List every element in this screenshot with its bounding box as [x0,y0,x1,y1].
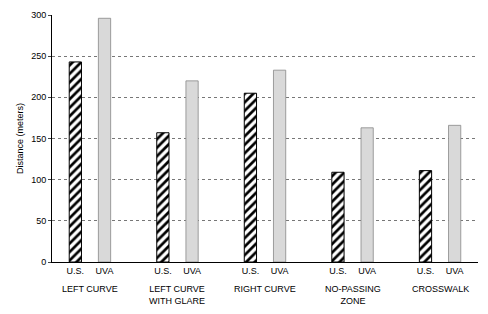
svg-text:NO-PASSINGZONE: NO-PASSINGZONE [325,284,381,306]
svg-text:U.S.: U.S. [67,266,85,276]
svg-text:Distance (meters): Distance (meters) [15,103,25,174]
svg-text:200: 200 [31,92,46,102]
svg-text:RIGHT CURVE: RIGHT CURVE [234,284,296,294]
svg-text:LEFT CURVEWITH GLARE: LEFT CURVEWITH GLARE [149,284,205,306]
svg-text:UVA: UVA [183,266,201,276]
svg-text:UVA: UVA [358,266,376,276]
svg-text:UVA: UVA [96,266,114,276]
svg-text:U.S.: U.S. [154,266,172,276]
svg-text:100: 100 [31,175,46,185]
svg-text:300: 300 [31,10,46,20]
svg-text:50: 50 [36,216,46,226]
svg-text:250: 250 [31,51,46,61]
svg-text:UVA: UVA [446,266,464,276]
svg-text:U.S.: U.S. [242,266,260,276]
svg-text:0: 0 [41,257,46,267]
svg-text:U.S.: U.S. [417,266,435,276]
svg-text:CROSSWALK: CROSSWALK [412,284,469,294]
svg-text:UVA: UVA [271,266,289,276]
svg-text:150: 150 [31,134,46,144]
svg-text:U.S.: U.S. [329,266,347,276]
svg-text:LEFT CURVE: LEFT CURVE [62,284,118,294]
